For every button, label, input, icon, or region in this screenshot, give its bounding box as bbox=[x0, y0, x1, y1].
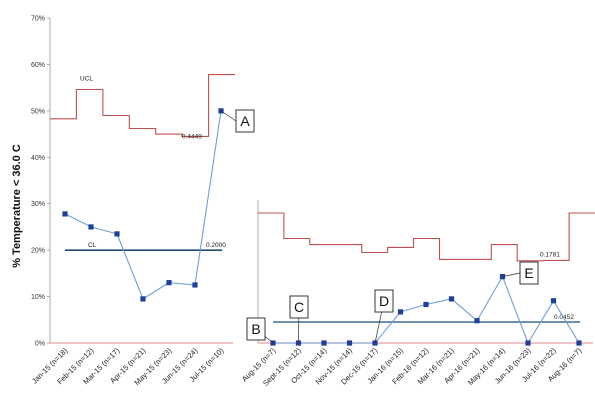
callout-box bbox=[519, 261, 539, 285]
ucl-value-phase1: 0.4449 bbox=[182, 133, 202, 140]
cl-value-phase1: 0.2000 bbox=[206, 242, 226, 249]
data-point bbox=[525, 340, 531, 346]
y-tick-label: 30% bbox=[31, 201, 45, 208]
callout-box bbox=[289, 295, 309, 319]
control-limits: UCL bbox=[50, 74, 595, 344]
callout-leader bbox=[502, 272, 521, 277]
data-point bbox=[474, 318, 480, 324]
data-point bbox=[397, 309, 404, 315]
callout-label-b: B bbox=[251, 321, 260, 337]
callout-label-a: A bbox=[240, 113, 250, 129]
callout-label-e: E bbox=[524, 265, 533, 281]
y-tick-labels: 0% 10% 20% 30% 40% 50% 60% 70% bbox=[31, 16, 50, 348]
ucl-line-phase2 bbox=[258, 212, 595, 262]
y-tick-label: 10% bbox=[31, 294, 45, 301]
y-tick-label: 70% bbox=[31, 16, 45, 23]
ucl-line-phase1 bbox=[50, 74, 235, 137]
data-point bbox=[550, 298, 557, 304]
callout-box bbox=[374, 289, 394, 313]
callout-box bbox=[246, 317, 266, 341]
ucl-label: UCL bbox=[80, 76, 93, 83]
data-series bbox=[62, 108, 582, 346]
data-point bbox=[576, 340, 582, 346]
data-point bbox=[192, 282, 198, 288]
data-point bbox=[346, 340, 353, 346]
cl-label: CL bbox=[88, 242, 97, 249]
y-axis-label: % Temperature < 36.0 C bbox=[11, 144, 23, 268]
data-point bbox=[140, 296, 146, 302]
annotations: A B C D E bbox=[220, 109, 539, 344]
data-point bbox=[423, 301, 429, 308]
y-tick-label: 50% bbox=[31, 108, 45, 115]
y-tick-label: 40% bbox=[31, 155, 45, 162]
callout-leader bbox=[220, 110, 237, 122]
data-point bbox=[321, 340, 327, 346]
y-tick-label: 20% bbox=[31, 248, 45, 255]
axes bbox=[49, 18, 259, 344]
ucl-value-phase2: 0.1781 bbox=[540, 251, 560, 258]
callout-box bbox=[235, 109, 255, 133]
data-point bbox=[114, 231, 120, 237]
series-line-phase2 bbox=[273, 275, 580, 345]
data-point bbox=[88, 224, 94, 230]
data-point bbox=[62, 211, 68, 217]
callout-label-d: D bbox=[379, 293, 389, 309]
data-point bbox=[448, 296, 455, 302]
y-tick-label: 60% bbox=[31, 62, 45, 69]
data-point bbox=[166, 280, 172, 286]
x-tick-labels: Jan-15 (n=18)Feb-15 (n=12)Mar-15 (n=17)A… bbox=[30, 346, 584, 388]
callout-label-c: C bbox=[294, 299, 304, 315]
y-tick-label: 0% bbox=[35, 341, 45, 348]
